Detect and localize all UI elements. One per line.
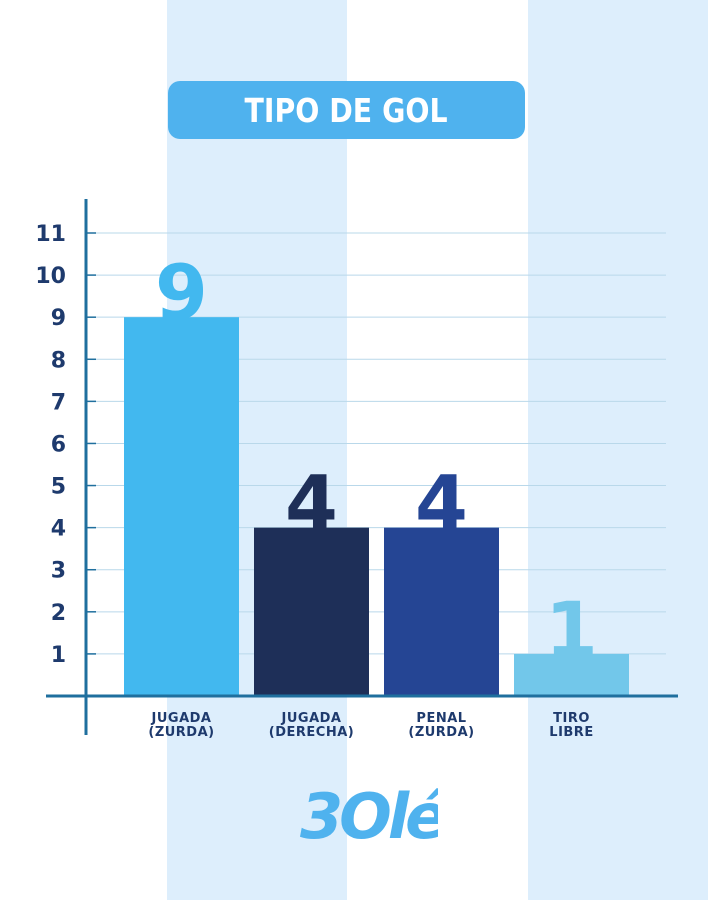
bar xyxy=(384,527,499,696)
y-tick-label: 1 xyxy=(51,643,66,668)
y-tick-label: 8 xyxy=(51,348,66,373)
category-label: PENAL xyxy=(416,711,466,726)
bars xyxy=(124,317,629,696)
y-tick-label: 7 xyxy=(51,390,66,415)
y-axis-tick-labels: 1 2 3 4 5 6 7 8 9 10 11 xyxy=(35,222,66,668)
y-tick-label: 2 xyxy=(51,601,66,626)
title-banner: TIPO DE GOL xyxy=(168,81,525,139)
ole-30-logo: 3Olé xyxy=(300,780,438,850)
y-tick-label: 5 xyxy=(51,475,66,500)
data-label: 1 xyxy=(545,585,598,674)
category-label: JUGADA xyxy=(151,711,212,726)
category-label: TIRO xyxy=(553,711,590,726)
bar xyxy=(254,527,369,696)
y-tick-label: 9 xyxy=(51,306,66,331)
y-tick-label: 11 xyxy=(35,222,66,247)
category-label: JUGADA xyxy=(281,711,342,726)
y-tick-label: 6 xyxy=(51,432,66,457)
data-labels: 94 41 xyxy=(155,248,598,674)
category-label: LIBRE xyxy=(549,725,593,740)
category-label: (DERECHA) xyxy=(269,725,354,740)
category-label: (ZURDA) xyxy=(148,725,214,740)
y-tick-label: 10 xyxy=(35,264,66,289)
chart-title: TIPO DE GOL xyxy=(244,90,449,130)
category-label: (ZURDA) xyxy=(408,725,474,740)
y-tick-label: 3 xyxy=(51,559,66,584)
background-stripe xyxy=(528,0,708,900)
category-labels: JUGADA(ZURDA)JUGADA(DERECHA)PENAL(ZURDA)… xyxy=(148,711,593,740)
data-label: 4 xyxy=(415,459,468,548)
logo-text: 3Olé xyxy=(300,780,438,850)
bar xyxy=(514,653,629,696)
data-label: 9 xyxy=(155,248,208,337)
bar xyxy=(124,317,239,696)
data-label: 4 xyxy=(285,459,338,548)
y-tick-label: 4 xyxy=(51,517,66,542)
